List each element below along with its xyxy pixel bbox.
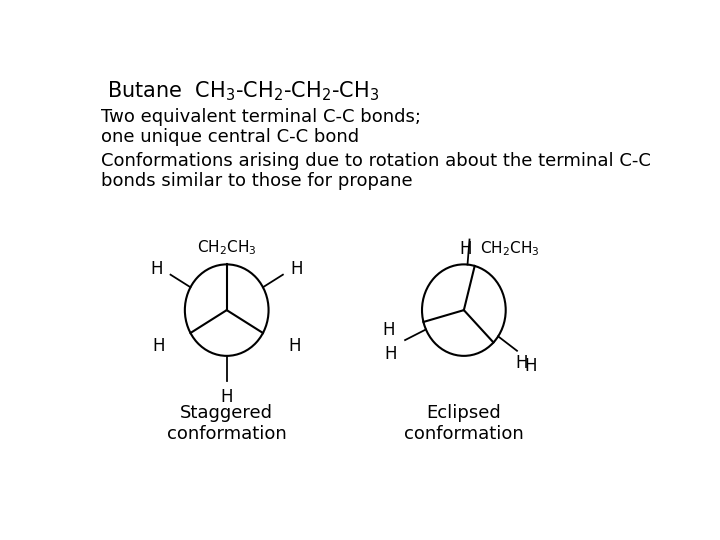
Text: H: H [382, 321, 395, 339]
Text: H: H [291, 260, 303, 278]
Text: Two equivalent terminal C-C bonds;: Two equivalent terminal C-C bonds; [101, 109, 421, 126]
Text: H: H [459, 240, 472, 259]
Text: one unique central C-C bond: one unique central C-C bond [101, 128, 359, 146]
Text: CH$_2$CH$_3$: CH$_2$CH$_3$ [480, 240, 540, 259]
Text: Eclipsed
conformation: Eclipsed conformation [404, 404, 523, 443]
Text: H: H [289, 337, 301, 355]
Text: H: H [524, 357, 537, 375]
Text: H: H [515, 354, 528, 373]
Text: H: H [150, 260, 163, 278]
Text: H: H [220, 388, 233, 406]
Text: bonds similar to those for propane: bonds similar to those for propane [101, 172, 413, 190]
Text: Conformations arising due to rotation about the terminal C-C: Conformations arising due to rotation ab… [101, 152, 651, 170]
Text: Staggered
conformation: Staggered conformation [167, 404, 287, 443]
Text: CH$_2$CH$_3$: CH$_2$CH$_3$ [197, 238, 256, 257]
Text: H: H [384, 345, 397, 363]
Text: Butane  CH$_3$-CH$_2$-CH$_2$-CH$_3$: Butane CH$_3$-CH$_2$-CH$_2$-CH$_3$ [107, 79, 379, 103]
Text: H: H [152, 337, 165, 355]
